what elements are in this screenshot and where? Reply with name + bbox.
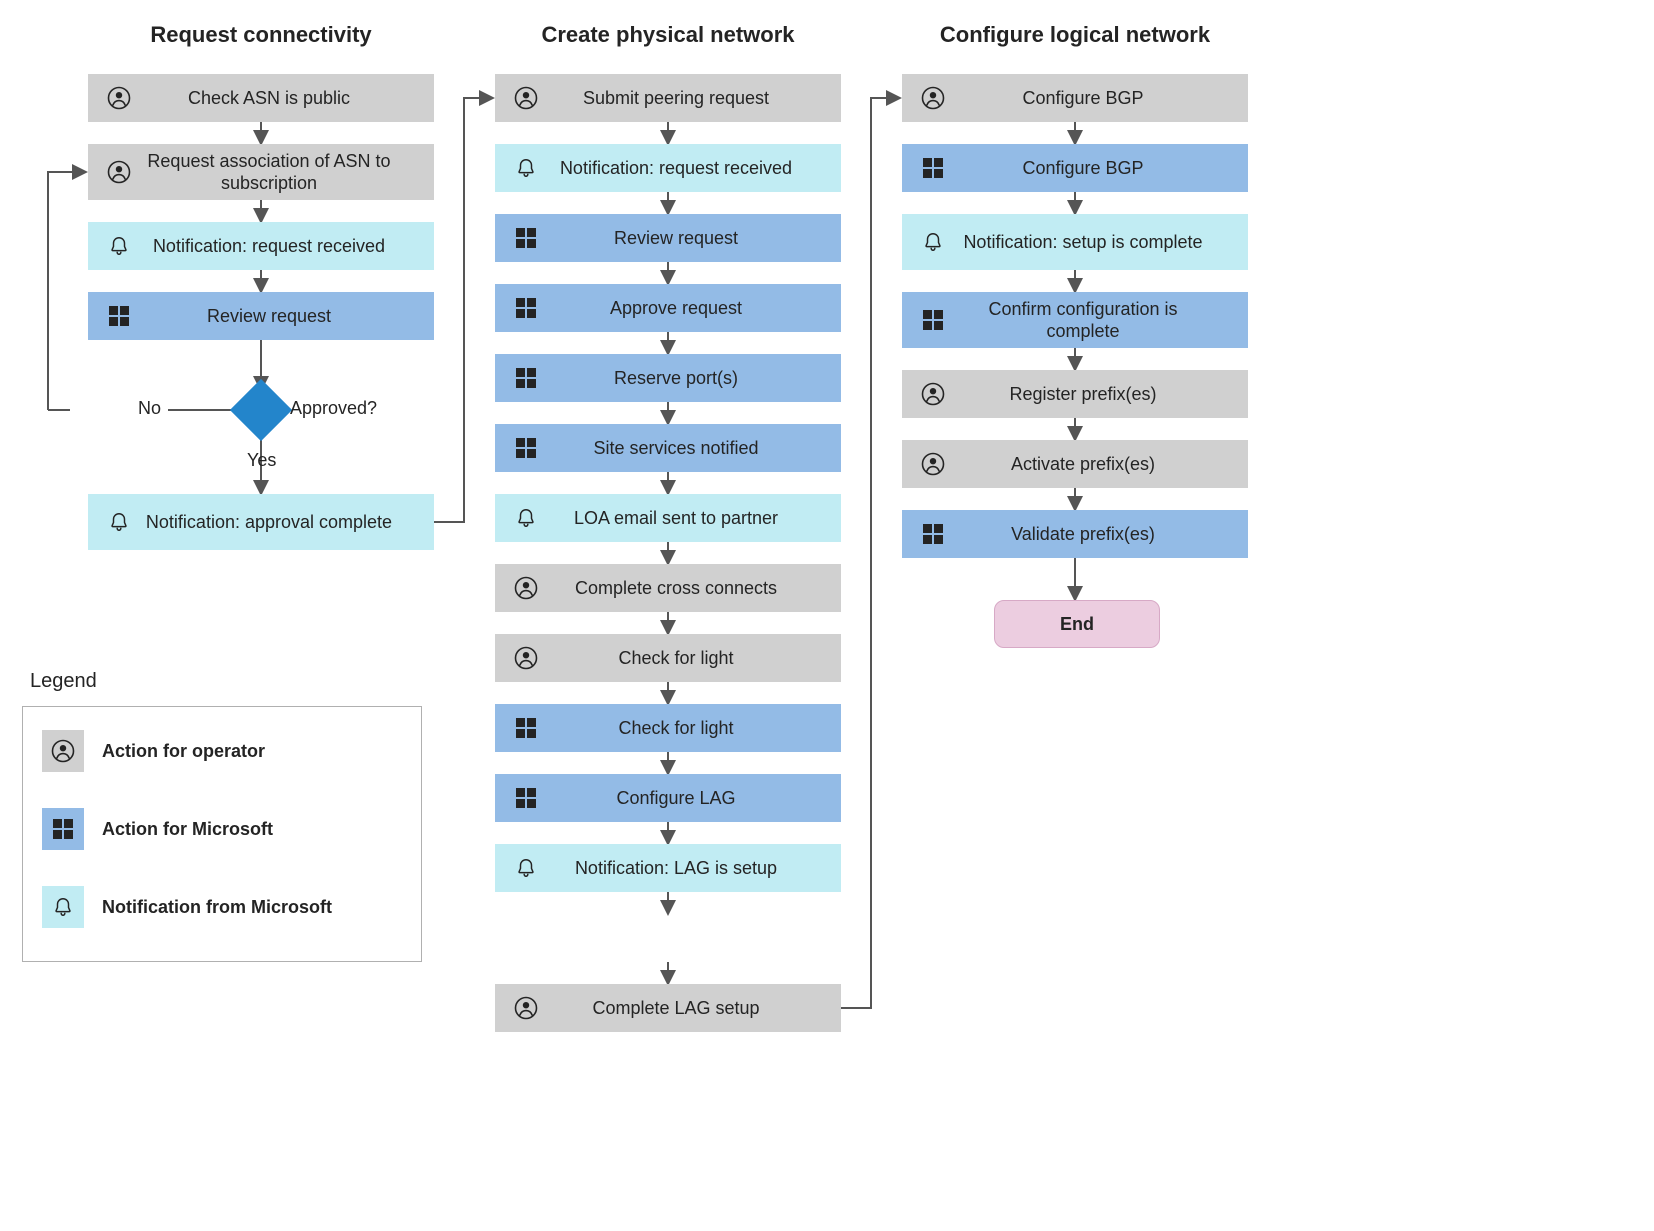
windows-grid-icon [505,354,547,402]
decision-yes-label: Yes [247,450,276,471]
node-confirm-configuration-complete: Confirm configuration is complete [902,292,1248,348]
bell-icon [98,494,140,550]
person-circle-icon [912,440,954,488]
node-notification-approval-complete: Notification: approval complete [88,494,434,550]
person-circle-icon [912,74,954,122]
windows-grid-icon [505,284,547,332]
node-validate-prefixes: Validate prefix(es) [902,510,1248,558]
legend-row-operator: Action for operator [42,730,265,772]
windows-grid-icon [505,774,547,822]
flowchart-canvas: Request connectivity Create physical net… [0,0,1654,1231]
node-label: Approve request [547,297,831,320]
column-title-2: Create physical network [495,22,841,48]
legend-row-microsoft: Action for Microsoft [42,808,273,850]
person-circle-icon [505,564,547,612]
node-configure-lag: Configure LAG [495,774,841,822]
bell-icon [42,886,84,928]
node-review-request-1: Review request [88,292,434,340]
node-label: Activate prefix(es) [954,453,1238,476]
node-review-request-2: Review request [495,214,841,262]
node-label: Complete cross connects [547,577,831,600]
node-notification-lag-setup: Notification: LAG is setup [495,844,841,892]
bell-icon [98,222,140,270]
node-label: Site services notified [547,437,831,460]
bell-icon [505,144,547,192]
node-notification-request-received-2: Notification: request received [495,144,841,192]
bell-icon [505,844,547,892]
decision-approved [230,379,292,441]
node-label: Submit peering request [547,87,831,110]
person-circle-icon [505,984,547,1032]
node-label: Review request [547,227,831,250]
windows-grid-icon [505,214,547,262]
node-loa-email-sent: LOA email sent to partner [495,494,841,542]
node-register-prefixes: Register prefix(es) [902,370,1248,418]
bell-icon [912,214,954,270]
node-label: Notification: setup is complete [954,231,1238,254]
node-label: Request association of ASN to subscripti… [140,150,424,195]
node-label: Notification: request received [547,157,831,180]
node-check-for-light-microsoft: Check for light [495,704,841,752]
node-notification-request-received-1: Notification: request received [88,222,434,270]
node-label: Configure BGP [954,87,1238,110]
node-label: Configure LAG [547,787,831,810]
decision-no-label: No [138,398,161,419]
node-approve-request: Approve request [495,284,841,332]
node-label: Check for light [547,717,831,740]
node-configure-bgp-microsoft: Configure BGP [902,144,1248,192]
node-request-asn-association: Request association of ASN to subscripti… [88,144,434,200]
node-site-services-notified: Site services notified [495,424,841,472]
windows-grid-icon [912,510,954,558]
node-reserve-ports: Reserve port(s) [495,354,841,402]
legend-row-notification: Notification from Microsoft [42,886,332,928]
node-label: LOA email sent to partner [547,507,831,530]
person-circle-icon [98,74,140,122]
person-circle-icon [505,634,547,682]
node-complete-cross-connects: Complete cross connects [495,564,841,612]
windows-grid-icon [42,808,84,850]
windows-grid-icon [912,292,954,348]
node-configure-bgp-operator: Configure BGP [902,74,1248,122]
node-notification-setup-complete: Notification: setup is complete [902,214,1248,270]
person-circle-icon [912,370,954,418]
node-label: Reserve port(s) [547,367,831,390]
legend-title: Legend [30,670,97,693]
node-label: Confirm configuration is complete [954,298,1238,343]
windows-grid-icon [505,424,547,472]
person-circle-icon [42,730,84,772]
column-title-3: Configure logical network [902,22,1248,48]
node-complete-lag-setup: Complete LAG setup [495,984,841,1032]
bell-icon [505,494,547,542]
windows-grid-icon [98,292,140,340]
node-label: Configure BGP [954,157,1238,180]
node-label: Complete LAG setup [547,997,831,1020]
node-label: Check for light [547,647,831,670]
column-title-1: Request connectivity [88,22,434,48]
end-label: End [1060,614,1094,635]
node-label: Notification: approval complete [140,511,424,534]
windows-grid-icon [912,144,954,192]
node-label: Validate prefix(es) [954,523,1238,546]
node-label: Check ASN is public [140,87,424,110]
person-circle-icon [98,144,140,200]
node-check-asn-public: Check ASN is public [88,74,434,122]
node-label: Notification: LAG is setup [547,857,831,880]
legend-label-notification: Notification from Microsoft [102,897,332,918]
node-check-for-light-operator: Check for light [495,634,841,682]
windows-grid-icon [505,704,547,752]
end-node: End [994,600,1160,648]
decision-question-label: Approved? [290,398,377,419]
legend-label-operator: Action for operator [102,741,265,762]
node-submit-peering-request: Submit peering request [495,74,841,122]
node-activate-prefixes: Activate prefix(es) [902,440,1248,488]
legend-label-microsoft: Action for Microsoft [102,819,273,840]
node-label: Review request [140,305,424,328]
node-label: Register prefix(es) [954,383,1238,406]
node-label: Notification: request received [140,235,424,258]
person-circle-icon [505,74,547,122]
